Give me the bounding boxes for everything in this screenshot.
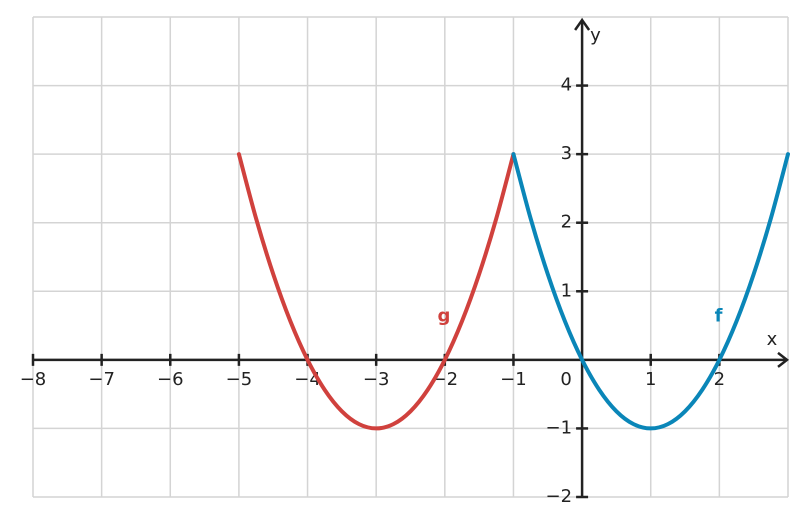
- x-tick-label: −7: [88, 369, 115, 390]
- y-tick-label: 4: [561, 75, 572, 96]
- y-tick-label: 1: [561, 280, 572, 301]
- x-axis-arrow: [777, 351, 790, 368]
- curve: [236, 152, 516, 431]
- y-tick-label: −2: [546, 486, 573, 507]
- y-tick-label: −1: [546, 417, 573, 438]
- x-tick-label: 1: [645, 369, 656, 390]
- x-tick-label: −6: [157, 369, 184, 390]
- x-axis-label: x: [767, 329, 778, 350]
- grid: [32, 16, 789, 498]
- x-tick-label: −8: [20, 369, 47, 390]
- x-tick-label: −5: [226, 369, 253, 390]
- x-tick-label: −3: [363, 369, 390, 390]
- x-tick-label: 2: [714, 369, 725, 390]
- x-tick-label: 0: [560, 369, 571, 390]
- series-label: f: [715, 305, 723, 326]
- x-tick-label: −1: [500, 369, 527, 390]
- y-axis-arrow: [574, 17, 591, 31]
- curve: [511, 152, 790, 431]
- y-axis-label: y: [590, 25, 601, 46]
- y-tick-label: 3: [561, 143, 572, 164]
- y-tick-label: 2: [561, 212, 572, 233]
- series-label: g: [438, 305, 451, 326]
